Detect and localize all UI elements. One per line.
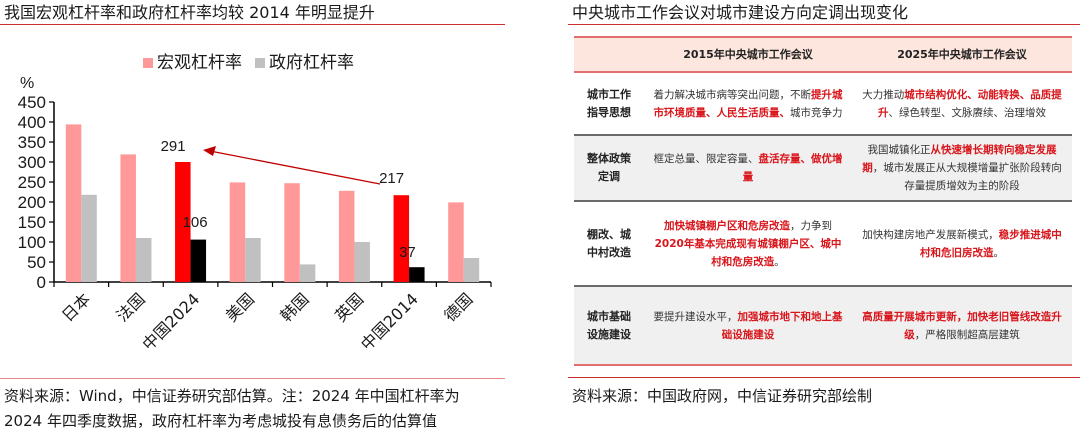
y-tick-label: 300 xyxy=(18,153,46,172)
left-source-divider xyxy=(0,378,505,379)
bar-macro-美国 xyxy=(229,182,246,282)
bar-gov-英国 xyxy=(354,242,370,282)
left-source-line-1: 资料来源：Wind，中信证券研究部估算。注：2024 年中国杠杆率为 xyxy=(4,387,460,405)
left-source-note: 资料来源：Wind，中信证券研究部估算。注：2024 年中国杠杆率为 2024 … xyxy=(4,384,534,434)
legend-label: 政府杠杆率 xyxy=(269,53,354,73)
y-tick-label: 250 xyxy=(18,173,46,192)
bar-gov-法国 xyxy=(135,238,152,282)
bar-macro-德国 xyxy=(448,202,464,282)
y-tick-label: 0 xyxy=(37,273,46,292)
left-source-line-2: 2024 年四季度数据，政府杠杆率为考虑城投有息债务后的估算值 xyxy=(4,412,437,430)
y-tick-label: 200 xyxy=(18,193,46,212)
row-label: 城市工作 指导思想 xyxy=(574,72,644,136)
table-row: 整体政策 定调 框定总量、限定容量、盘活存量、做优增量 我国城镇化正从快速增长期转向稳… xyxy=(574,135,1072,202)
legend-swatch-gov xyxy=(255,58,265,68)
highlighted-text: 盘活存量、做优增量 xyxy=(742,153,843,183)
y-tick-label: 400 xyxy=(18,113,46,132)
right-source-divider xyxy=(568,377,1080,378)
cell-text: 城市竞争力 xyxy=(790,106,843,119)
bar-macro-中国2014 xyxy=(393,195,410,282)
annotation-37: 37 xyxy=(399,244,416,261)
table-header-row: 2015年中央城市工作会议 2025年中央城市工作会议 xyxy=(574,36,1072,73)
right-title-divider xyxy=(568,24,1080,25)
cell-text: 要提升建设水平， xyxy=(653,310,738,323)
arrow-head-icon xyxy=(203,146,216,156)
urban-work-conference-comparison-table: 2015年中央城市工作会议 2025年中央城市工作会议 城市工作 指导思想 着力解决… xyxy=(574,36,1072,366)
right-source-note: 资料来源：中国政府网，中信证券研究部绘制 xyxy=(572,387,873,405)
highlighted-text: 加快城镇棚户区和危房改造 xyxy=(664,219,790,232)
cell-2025: 大力推动城市结构优化、动能转换、品质提升、绿色转型、文脉赓续、治理增效 xyxy=(852,72,1072,136)
bar-gov-韩国 xyxy=(299,264,316,282)
y-tick-label: 100 xyxy=(18,233,46,252)
x-tick-label: 中国2024 xyxy=(139,289,204,354)
cell-text: ，城市发展正从大规模增量扩张阶段转向存量提质增效为主的阶段 xyxy=(872,162,1062,192)
cell-2015: 要提升建设水平，加强城市地下和地上基础设施建设 xyxy=(644,286,852,366)
x-tick-label: 韩国 xyxy=(277,289,313,325)
cell-text: 。 xyxy=(774,255,785,268)
cell-text: ，力争到 xyxy=(790,219,832,232)
cell-text: 。 xyxy=(993,246,1005,259)
highlighted-text: 加强城市地下和地上基础设施建设 xyxy=(721,310,843,341)
bar-gov-德国 xyxy=(463,258,480,282)
cell-2025: 加快构建房地产发展新模式，稳步推进城中村和危旧房改造。 xyxy=(852,201,1072,287)
x-tick-label: 中国2014 xyxy=(357,289,422,354)
annotation-217: 217 xyxy=(379,170,404,187)
cell-text: 着力解决城市病等突出问题，不断 xyxy=(653,88,812,101)
x-tick-label: 美国 xyxy=(222,289,258,325)
cell-2015: 加快城镇棚户区和危房改造，力争到 2020年基本完成现有城镇棚户区、城中村和危房改… xyxy=(644,201,852,287)
header-2025: 2025年中央城市工作会议 xyxy=(852,36,1072,73)
cell-text: ，严格限制超高层建筑 xyxy=(914,328,1020,341)
legend-label: 宏观杠杆率 xyxy=(157,53,242,73)
row-label: 整体政策 定调 xyxy=(574,135,644,202)
cell-text: 加快构建房地产发展新模式， xyxy=(862,228,999,241)
right-table-title: 中央城市工作会议对城市建设方向定调出现变化 xyxy=(572,3,909,22)
highlighted-text: 城市结构优化、动能转换、品质提升 xyxy=(878,88,1062,119)
highlighted-text: 高质量开展城市更新，加快老旧管线改造升级 xyxy=(862,310,1062,341)
y-axis-unit: % xyxy=(20,75,34,92)
table-row: 城市工作 指导思想 着力解决城市病等突出问题，不断提升城市环境质量、人民生活质量、城… xyxy=(574,72,1072,136)
left-title-divider xyxy=(0,24,505,25)
y-tick-label: 50 xyxy=(27,253,46,272)
bar-gov-日本 xyxy=(81,194,97,282)
header-2015: 2015年中央城市工作会议 xyxy=(644,36,852,73)
cell-text: 、绿色转型、文脉赓续、治理增效 xyxy=(888,106,1047,119)
y-tick-label: 450 xyxy=(18,93,46,112)
cell-text: 大力推动 xyxy=(862,88,905,101)
cell-2015: 着力解决城市病等突出问题，不断提升城市环境质量、人民生活质量、城市竞争力 xyxy=(644,72,852,136)
bar-gov-美国 xyxy=(245,238,261,282)
x-tick-label: 法国 xyxy=(113,289,149,325)
bar-macro-法国 xyxy=(120,154,136,282)
bar-gov-中国2014 xyxy=(409,267,425,282)
cell-2025: 高质量开展城市更新，加快老旧管线改造升级，严格限制超高层建筑 xyxy=(852,286,1072,366)
row-label: 棚改、城 中村改造 xyxy=(574,201,644,287)
legend-swatch-macro xyxy=(143,58,153,68)
y-tick-label: 150 xyxy=(18,213,46,232)
header-empty xyxy=(574,36,644,73)
x-tick-label: 德国 xyxy=(440,289,476,325)
left-chart-title: 我国宏观杠杆率和政府杠杆率均较 2014 年明显提升 xyxy=(4,3,375,22)
highlighted-text: 稳步推进城中村和危旧房改造 xyxy=(920,228,1062,259)
x-tick-label: 日本 xyxy=(58,289,94,325)
bar-macro-韩国 xyxy=(284,183,300,282)
cell-text: 框定总量、限定容量、 xyxy=(653,153,759,165)
highlighted-text: 从快速增长期转向稳定发展期 xyxy=(862,144,1057,174)
annotation-291: 291 xyxy=(161,138,186,155)
x-tick-label: 英国 xyxy=(331,289,367,325)
highlighted-text: 2020年基本完成现有城镇棚户区、城中村和危房改造 xyxy=(654,237,842,268)
cell-text: 我国城镇化正 xyxy=(867,144,931,156)
bar-gov-中国2024 xyxy=(190,239,207,282)
bar-macro-英国 xyxy=(338,190,355,282)
cell-2025: 我国城镇化正从快速增长期转向稳定发展期，城市发展正从大规模增量扩张阶段转向存量提… xyxy=(852,135,1072,202)
row-label: 城市基础 设施建设 xyxy=(574,286,644,366)
bar-macro-日本 xyxy=(65,124,82,283)
bar-macro-中国2024 xyxy=(175,162,191,282)
annotation-106: 106 xyxy=(183,214,208,231)
table-row: 城市基础 设施建设 要提升建设水平，加强城市地下和地上基础设施建设 高质量开展城市更新… xyxy=(574,286,1072,366)
table-row: 棚改、城 中村改造 加快城镇棚户区和危房改造，力争到 2020年基本完成现有城镇棚户区… xyxy=(574,201,1072,287)
y-tick-label: 350 xyxy=(18,133,46,152)
cell-2015: 框定总量、限定容量、盘活存量、做优增量 xyxy=(644,135,852,202)
highlighted-text: 提升城市环境质量、人民生活质量、 xyxy=(653,88,843,119)
trend-arrow-line xyxy=(209,150,381,185)
